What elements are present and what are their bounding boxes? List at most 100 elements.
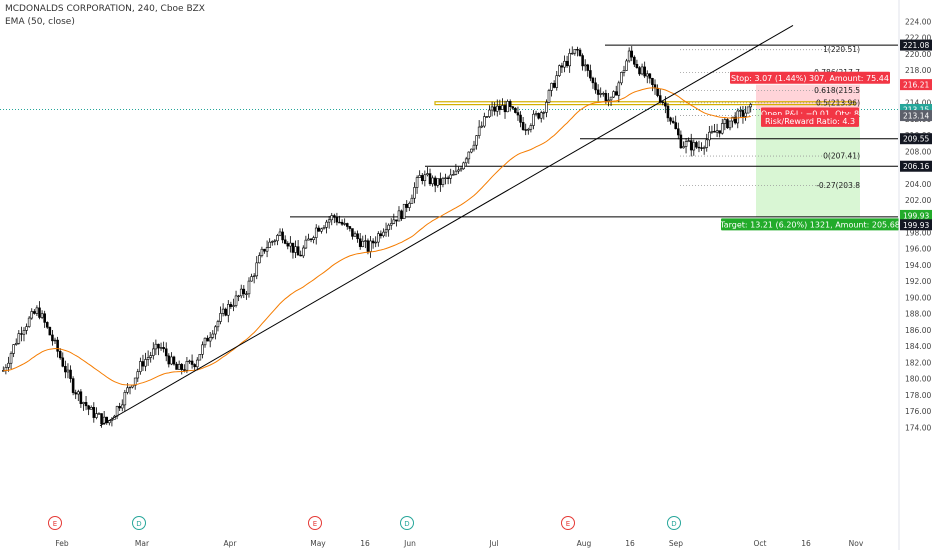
candle-body — [449, 174, 452, 179]
candle-body — [483, 116, 486, 127]
candle-body — [625, 60, 628, 71]
price-badge-label: 221.08 — [903, 41, 929, 50]
candle-body — [289, 242, 292, 247]
candle-body — [586, 64, 590, 71]
candle-body — [488, 109, 491, 117]
candle-body — [550, 82, 553, 91]
ascending-trendline[interactable] — [99, 24, 794, 427]
candle-body — [389, 223, 393, 226]
candle-body — [71, 378, 75, 393]
candle-body — [705, 139, 709, 148]
candle-body — [661, 101, 665, 104]
candle-body — [470, 148, 473, 153]
candle-body — [247, 280, 251, 295]
candle-body — [364, 240, 367, 242]
position-zones[interactable] — [756, 84, 860, 217]
candle-body — [260, 248, 264, 256]
candle-body — [183, 369, 186, 371]
candle-body — [335, 217, 339, 223]
candle-body — [578, 49, 582, 56]
candle-body — [687, 140, 690, 142]
dividend-marker[interactable] — [400, 516, 414, 530]
candle-body — [485, 116, 489, 118]
trendline[interactable] — [99, 24, 794, 427]
candle-body — [92, 407, 96, 418]
candle-body — [270, 241, 274, 243]
candle-body — [689, 140, 693, 151]
risk-reward-label-box — [761, 114, 859, 127]
candle-body — [237, 295, 240, 297]
candle-body — [268, 241, 271, 248]
candle-body — [692, 142, 696, 151]
candle-body — [467, 151, 471, 160]
candle-body — [35, 307, 39, 314]
candle-body — [327, 219, 331, 223]
price-badge — [900, 79, 932, 91]
candle-body — [495, 105, 499, 112]
earnings-marker-letter: E — [313, 520, 317, 528]
candle-body — [490, 106, 494, 111]
candle-body — [627, 50, 631, 62]
candle-body — [172, 356, 176, 365]
candle-body — [695, 142, 698, 148]
candle-body — [472, 144, 476, 150]
candle-body — [33, 311, 36, 314]
target-zone[interactable] — [756, 109, 860, 217]
candle-body — [105, 416, 109, 424]
candle-body — [338, 221, 341, 224]
time-tick-label: 16 — [625, 539, 635, 548]
price-axis[interactable]: 224.00222.00220.00218.00216.00214.00212.… — [898, 0, 932, 550]
candle-body — [309, 238, 313, 241]
candle-body — [351, 228, 354, 237]
candle-body — [524, 129, 527, 131]
candle-body — [684, 141, 688, 147]
price-tick-label: 220.00 — [905, 50, 931, 59]
time-tick-label: Apr — [224, 539, 238, 548]
candle-body — [392, 219, 396, 224]
candle-body — [648, 73, 652, 79]
fib-level-label: 1(220.51) — [823, 45, 860, 54]
earnings-marker[interactable] — [308, 516, 322, 530]
candle-body — [382, 231, 385, 237]
candle-body — [426, 173, 429, 176]
candle-body — [622, 70, 626, 73]
candle-body — [221, 308, 225, 314]
candle-body — [118, 406, 121, 409]
candle-body — [20, 333, 23, 335]
candle-body — [149, 355, 152, 358]
candle-body — [612, 91, 615, 98]
candle-body — [263, 248, 266, 252]
candle-body — [728, 120, 732, 129]
price-badge-label: 206.16 — [903, 162, 929, 171]
candle-body — [539, 112, 543, 119]
candle-body — [633, 56, 636, 65]
earnings-marker[interactable] — [48, 516, 62, 530]
candle-body — [519, 114, 522, 123]
candle-body — [255, 262, 259, 277]
candle-body — [708, 131, 711, 141]
candle-body — [358, 238, 362, 247]
time-tick-label: May — [310, 539, 326, 548]
candle-body — [431, 177, 434, 185]
candle-body — [77, 391, 80, 395]
time-tick-label: Sep — [669, 539, 683, 548]
time-axis[interactable]: Feb Mar Apr May 16 Jun Jul Aug 16 Sep Oct 16 Nov — [55, 539, 864, 548]
dividend-marker[interactable] — [132, 516, 146, 530]
price-tick-label: 176.00 — [905, 407, 931, 416]
candle-body — [573, 48, 577, 54]
candle-body — [617, 82, 621, 96]
candle-body — [651, 77, 654, 85]
earnings-marker[interactable] — [561, 516, 575, 530]
candle-body — [700, 147, 703, 149]
price-tick-label: 184.00 — [905, 342, 931, 351]
candle-body — [679, 134, 683, 149]
candle-body — [74, 392, 77, 395]
price-tick-label: 224.00 — [905, 17, 931, 26]
candle-body — [446, 177, 450, 179]
candle-body — [643, 66, 646, 77]
stop-zone[interactable] — [756, 84, 860, 110]
candle-body — [30, 311, 34, 319]
dividend-marker[interactable] — [667, 516, 681, 530]
